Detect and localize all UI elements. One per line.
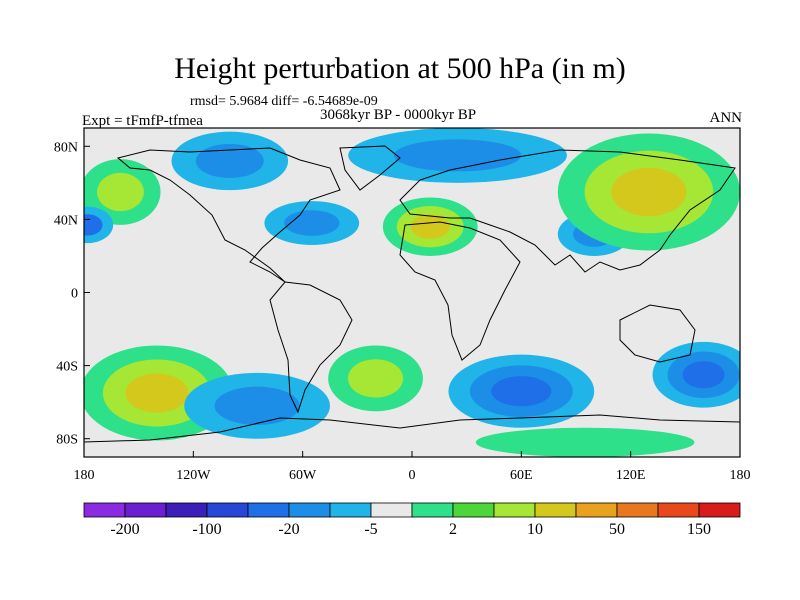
colorbar-swatch [206, 502, 249, 518]
period-label: 3068kyr BP - 0000kyr BP [320, 107, 477, 123]
x-tick-label: 60W [289, 468, 317, 483]
anomaly-blob-5-level-1 [393, 139, 522, 172]
colorbar: -200 -100 -20 -5 2 10 50 150 [83, 502, 741, 538]
colorbar-label: 10 [527, 521, 543, 538]
colorbar-swatch [534, 502, 577, 518]
colorbar-swatch [411, 502, 454, 518]
anomaly-field [84, 128, 740, 457]
anomaly-blob-8-level-2 [682, 361, 725, 389]
experiment-label: Expt = tFmfP-tfmea [82, 113, 203, 129]
coastlines [84, 145, 740, 443]
y-tick-label: 40N [54, 213, 78, 228]
colorbar-swatch [493, 502, 536, 518]
anomaly-blob-12-level-2 [491, 376, 552, 407]
x-tick-label: 180 [74, 468, 95, 483]
coastline-africa [399, 221, 521, 361]
anomaly-blob-3-level-1 [284, 210, 340, 236]
anomaly-blob-9-level-2 [125, 373, 189, 413]
colorbar-label: -5 [364, 521, 377, 538]
x-tick-label: 120W [176, 468, 211, 483]
x-tick-label: 120E [616, 468, 646, 483]
colorbar-swatch [329, 502, 372, 518]
colorbar-label: 50 [609, 521, 625, 538]
y-tick-label: 80N [54, 140, 78, 155]
axes: 180 120W 60W 0 60E 120E 180 80N 40N 0 40S 80S [54, 140, 751, 483]
coastline-antarctica [84, 414, 740, 443]
colorbar-label: -200 [110, 521, 139, 538]
anomaly-blob-7-level-2 [611, 167, 687, 217]
coastline-south-america [269, 281, 353, 414]
colorbar-swatch [247, 502, 290, 518]
anomaly-blob-11-level-1 [347, 359, 404, 398]
coastline-australia [619, 304, 696, 363]
colorbar-swatch [452, 502, 495, 518]
colorbar-swatch [83, 502, 126, 518]
anomaly-blob-0-level-1 [97, 172, 144, 212]
coastline-eurasia [399, 149, 736, 273]
y-tick-label: 40S [56, 360, 78, 375]
colorbar-label: 150 [687, 521, 711, 538]
colorbar-swatch [288, 502, 331, 518]
colorbar-label: -100 [192, 521, 221, 538]
colorbar-swatch [698, 502, 741, 518]
colorbar-swatch [124, 502, 167, 518]
anomaly-blob-2-level-1 [195, 143, 264, 178]
x-tick-label: 180 [730, 468, 751, 483]
anomaly-blob-13-level-0 [475, 427, 695, 457]
y-tick-label: 80S [56, 433, 78, 448]
colorbar-swatch [657, 502, 700, 518]
colorbar-swatch [165, 502, 208, 518]
y-tick-label: 0 [71, 287, 78, 302]
x-tick-label: 0 [409, 468, 416, 483]
colorbar-swatch [616, 502, 659, 518]
x-tick-label: 60E [510, 468, 533, 483]
season-label: ANN [709, 110, 743, 126]
colorbar-swatch [575, 502, 618, 518]
chart-title: Height perturbation at 500 hPa (in m) [174, 52, 626, 85]
stats-line: rmsd= 5.9684 diff= -6.54689e-09 [190, 94, 378, 109]
colorbar-swatch [370, 502, 413, 518]
anomaly-blob-4-level-2 [410, 214, 450, 239]
coastline-north-america [116, 147, 341, 283]
anomaly-blob-10-level-1 [214, 386, 300, 426]
colorbar-label: -20 [278, 521, 299, 538]
colorbar-label: 2 [449, 521, 457, 538]
coastline-greenland [339, 145, 401, 191]
